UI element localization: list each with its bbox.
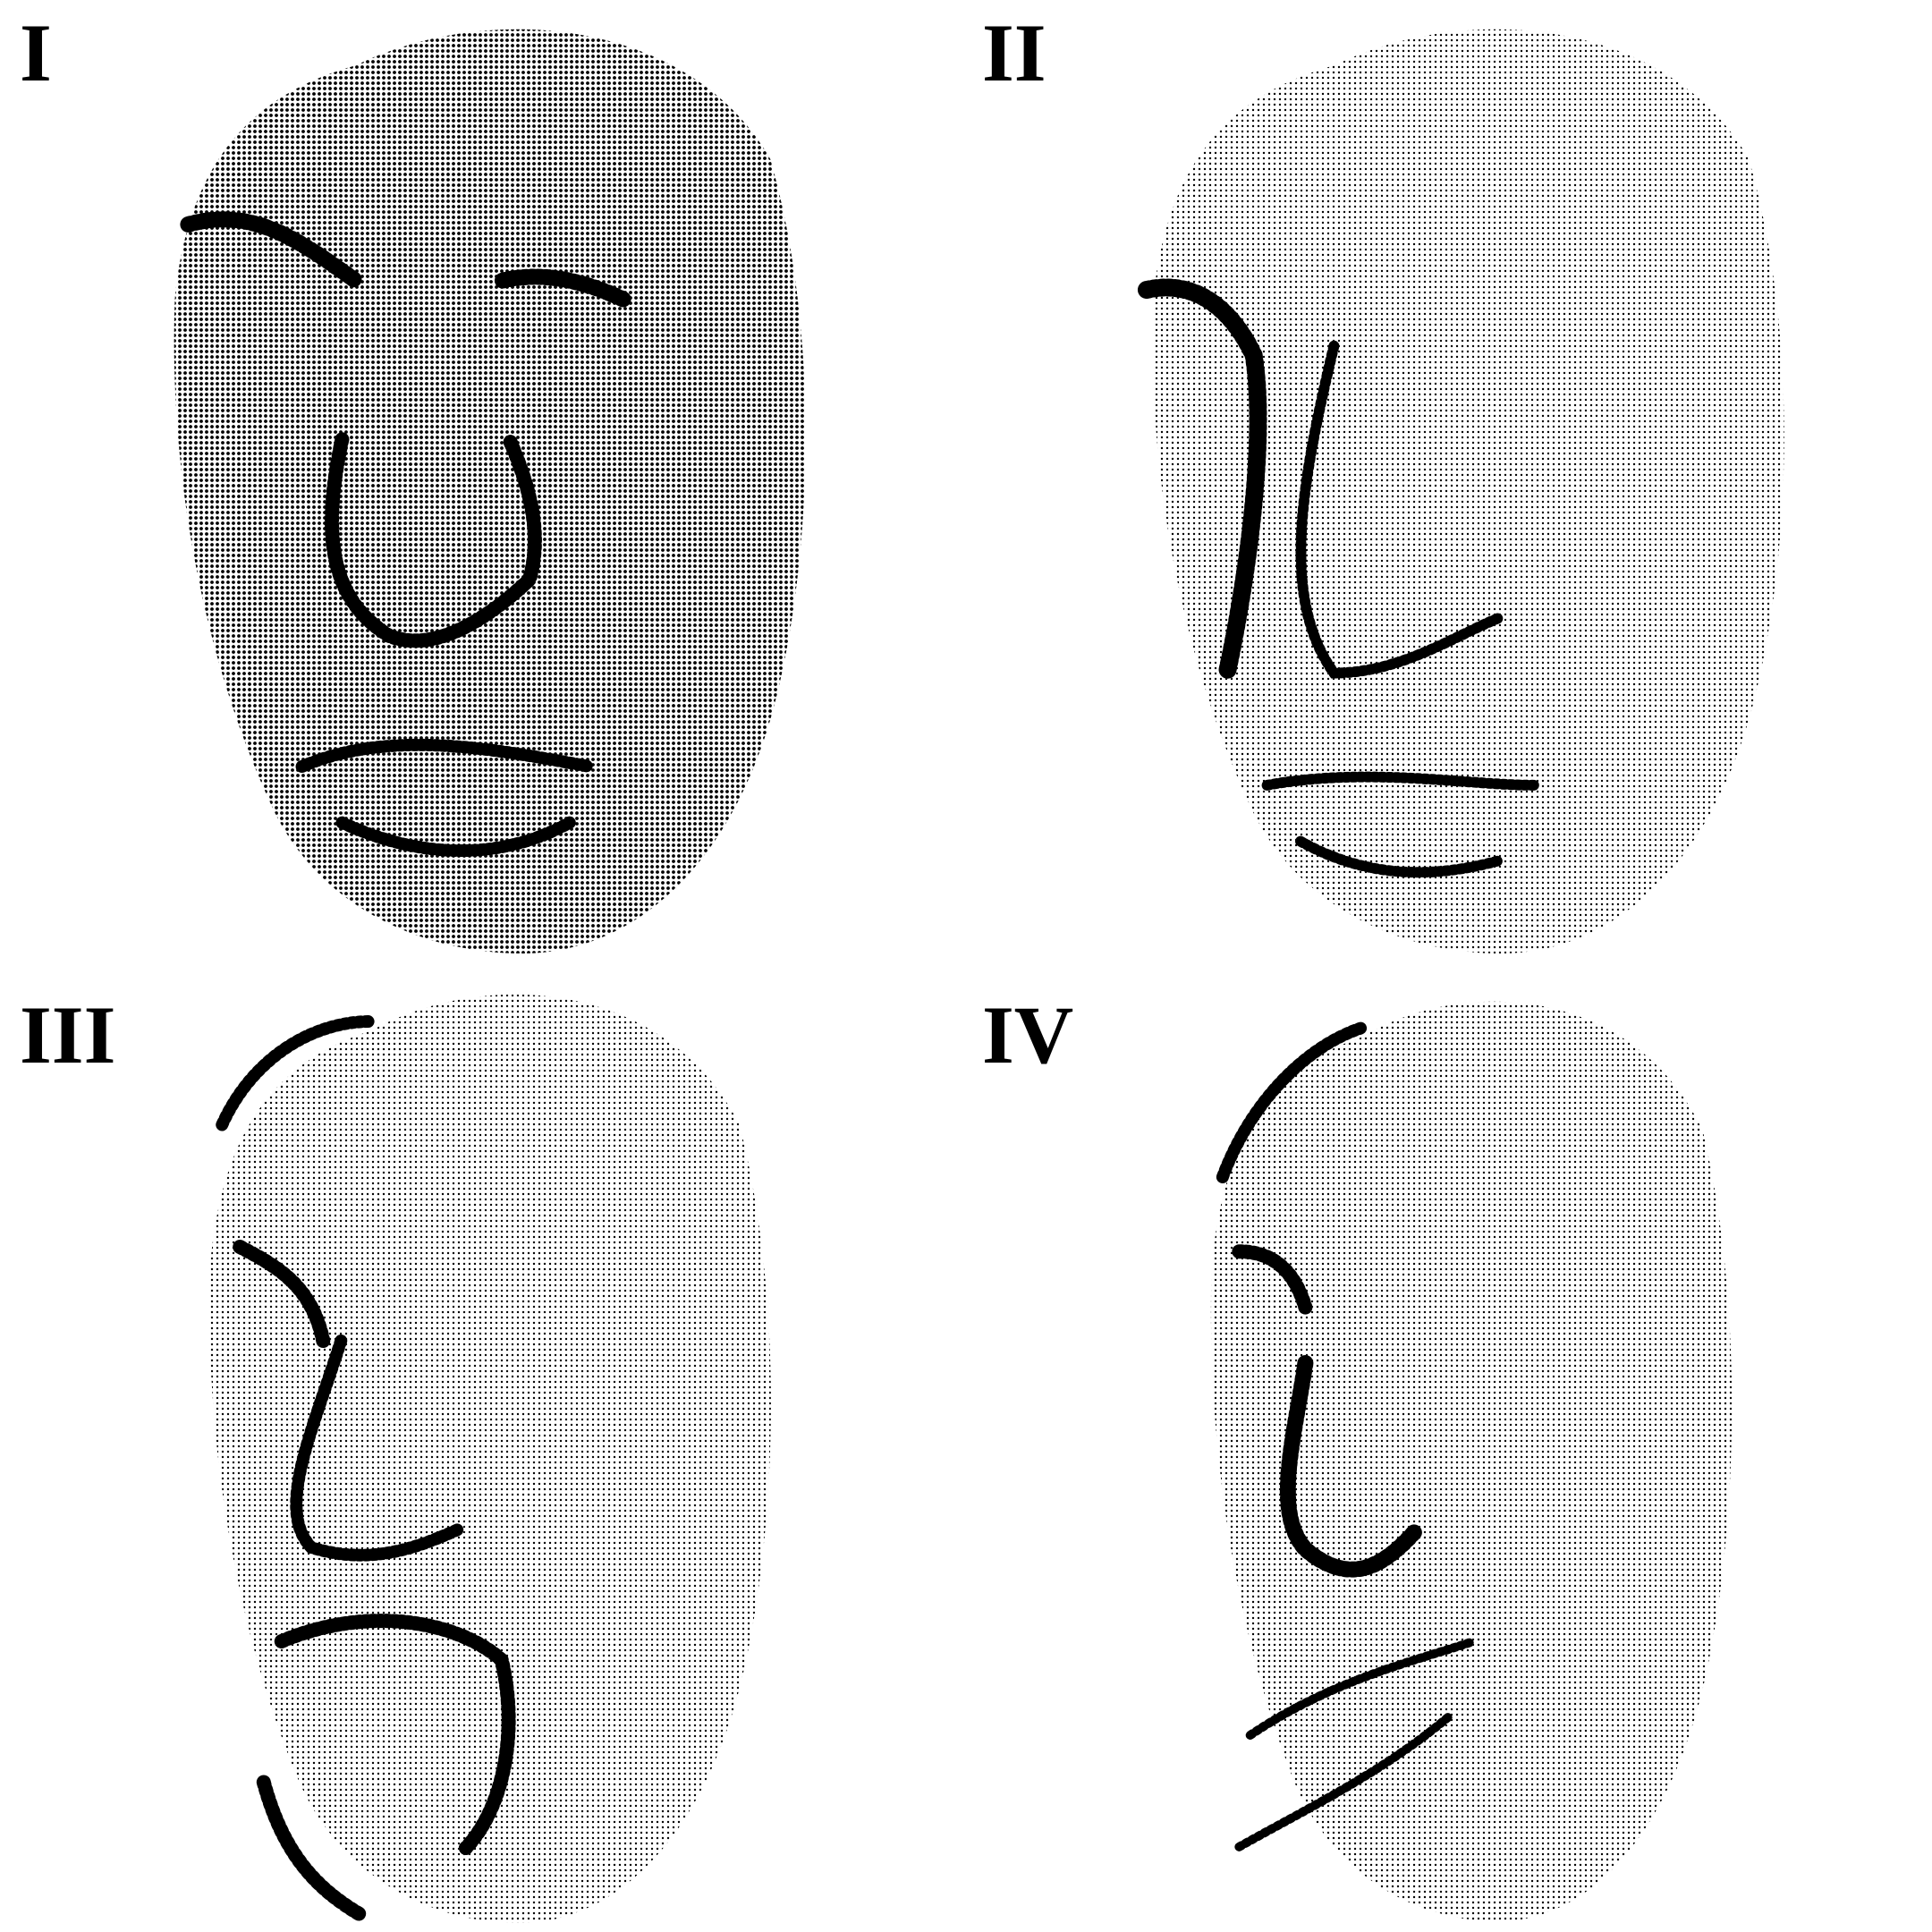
panel-label: III	[20, 989, 115, 1080]
point-cloud	[209, 994, 771, 1923]
point-cloud	[1210, 1001, 1733, 1921]
point-cloud	[174, 29, 806, 953]
panel-label: II	[982, 7, 1046, 98]
panel-2: II	[982, 7, 1784, 953]
panel-1: I	[20, 7, 806, 953]
face-features	[1147, 287, 1535, 872]
face-features	[188, 219, 623, 851]
face-features	[222, 1021, 508, 1914]
panel-label: IV	[982, 989, 1073, 1080]
panel-3: III	[20, 984, 771, 1923]
panel-4: IV	[982, 989, 1733, 1921]
face-features	[1223, 1029, 1471, 1847]
panel-label: I	[20, 7, 52, 98]
point-cloud	[1152, 29, 1784, 953]
